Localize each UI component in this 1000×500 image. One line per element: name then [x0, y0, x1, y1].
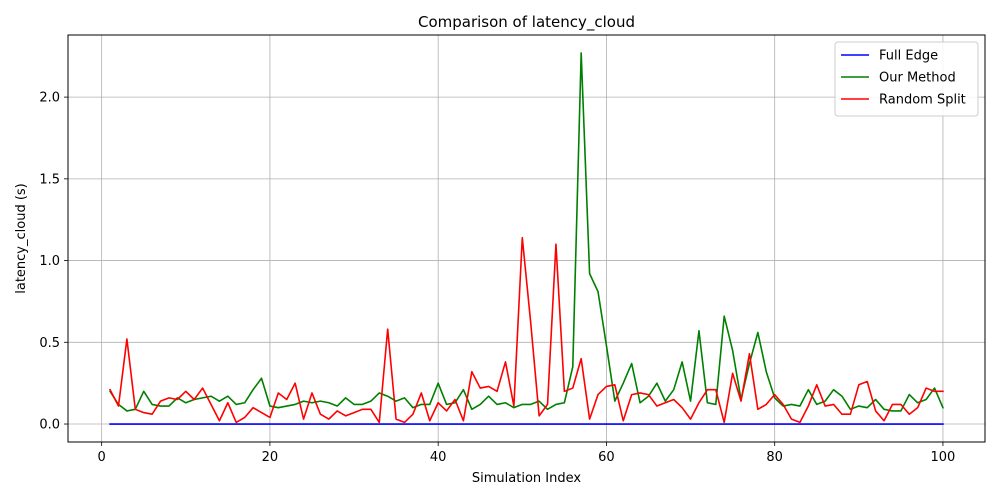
- x-tick-label: 100: [931, 450, 956, 465]
- legend-label-random-split: Random Split: [879, 93, 966, 108]
- y-tick-label: 0.0: [39, 418, 60, 433]
- y-tick-label: 1.5: [39, 172, 60, 187]
- y-tick-label: 0.5: [39, 336, 60, 351]
- series-line-our-method: [108, 52, 944, 412]
- y-tick-label: 2.0: [39, 91, 60, 106]
- x-tick-label: 0: [98, 450, 106, 465]
- series-group: [108, 52, 944, 425]
- x-tick-label: 80: [766, 450, 783, 465]
- legend-label-full-edge: Full Edge: [879, 49, 938, 64]
- x-tick-label: 40: [430, 450, 447, 465]
- y-axis-title: latency_cloud (s): [14, 183, 29, 294]
- x-tick-label: 60: [598, 450, 615, 465]
- x-axis-title: Simulation Index: [472, 471, 581, 486]
- chart-title: Comparison of latency_cloud: [418, 13, 635, 32]
- legend: Full Edge Our Method Random Split: [834, 41, 979, 117]
- y-tick-label: 1.0: [39, 254, 60, 269]
- series-line-random-split: [108, 236, 944, 424]
- x-tick-label: 20: [262, 450, 279, 465]
- legend-label-our-method: Our Method: [879, 71, 956, 86]
- legend-box: [834, 41, 979, 117]
- plot-frame: [67, 34, 986, 443]
- axis-ticks: 0 20 40 60 80 100 0.0 0.5 1.0 1.5 2.0: [39, 91, 955, 465]
